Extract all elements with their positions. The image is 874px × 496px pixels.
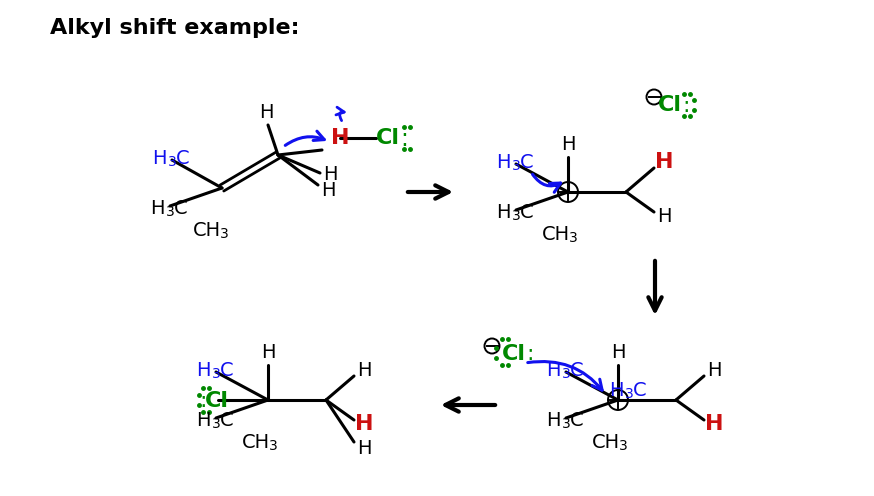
Text: H: H xyxy=(323,166,337,185)
Text: H: H xyxy=(357,438,371,457)
Text: C: C xyxy=(220,411,233,430)
Text: H: H xyxy=(259,104,274,123)
Text: H: H xyxy=(546,411,561,430)
Text: H: H xyxy=(496,202,511,222)
Text: 3: 3 xyxy=(212,367,221,381)
Text: 3: 3 xyxy=(562,417,571,431)
Text: 3: 3 xyxy=(625,387,634,401)
Text: :: : xyxy=(199,391,207,411)
Text: 3: 3 xyxy=(512,209,521,223)
Text: C: C xyxy=(570,361,584,379)
Text: 3: 3 xyxy=(166,205,175,219)
Text: 3: 3 xyxy=(512,159,521,173)
Text: Cl: Cl xyxy=(205,391,229,411)
Text: C: C xyxy=(520,152,534,172)
Text: H: H xyxy=(260,344,275,363)
Text: Cl: Cl xyxy=(658,95,682,115)
Text: H: H xyxy=(609,380,624,399)
Text: H: H xyxy=(357,361,371,379)
Text: H: H xyxy=(355,414,373,434)
Text: H: H xyxy=(611,344,625,363)
Text: C: C xyxy=(520,202,534,222)
Text: C: C xyxy=(176,148,190,168)
Text: H: H xyxy=(546,361,561,379)
Text: Cl: Cl xyxy=(502,344,526,364)
Text: H: H xyxy=(561,135,575,154)
Text: H: H xyxy=(152,148,167,168)
Text: CH: CH xyxy=(542,225,570,244)
Text: :: : xyxy=(526,344,534,364)
Text: H: H xyxy=(656,206,671,226)
Text: 3: 3 xyxy=(569,231,578,245)
Text: C: C xyxy=(570,411,584,430)
Text: 3: 3 xyxy=(168,155,177,169)
Text: 3: 3 xyxy=(220,227,229,241)
Text: CH: CH xyxy=(193,221,221,240)
Text: H: H xyxy=(197,411,211,430)
Text: Alkyl shift example:: Alkyl shift example: xyxy=(50,18,300,38)
Text: 3: 3 xyxy=(562,367,571,381)
Text: CH: CH xyxy=(242,433,270,451)
Text: 3: 3 xyxy=(269,439,278,453)
Text: 3: 3 xyxy=(619,439,628,453)
Text: H: H xyxy=(707,361,721,379)
Text: H: H xyxy=(150,198,165,218)
Text: :: : xyxy=(400,127,408,151)
Text: H: H xyxy=(330,128,350,148)
Text: H: H xyxy=(496,152,511,172)
Text: C: C xyxy=(220,361,233,379)
Text: :: : xyxy=(683,96,690,116)
Text: H: H xyxy=(197,361,211,379)
Text: 3: 3 xyxy=(212,417,221,431)
Text: CH: CH xyxy=(592,433,620,451)
Text: H: H xyxy=(655,152,673,172)
Text: C: C xyxy=(633,380,647,399)
Text: H: H xyxy=(704,414,724,434)
Text: C: C xyxy=(174,198,188,218)
Text: H: H xyxy=(321,181,336,199)
Text: Cl: Cl xyxy=(376,128,400,148)
